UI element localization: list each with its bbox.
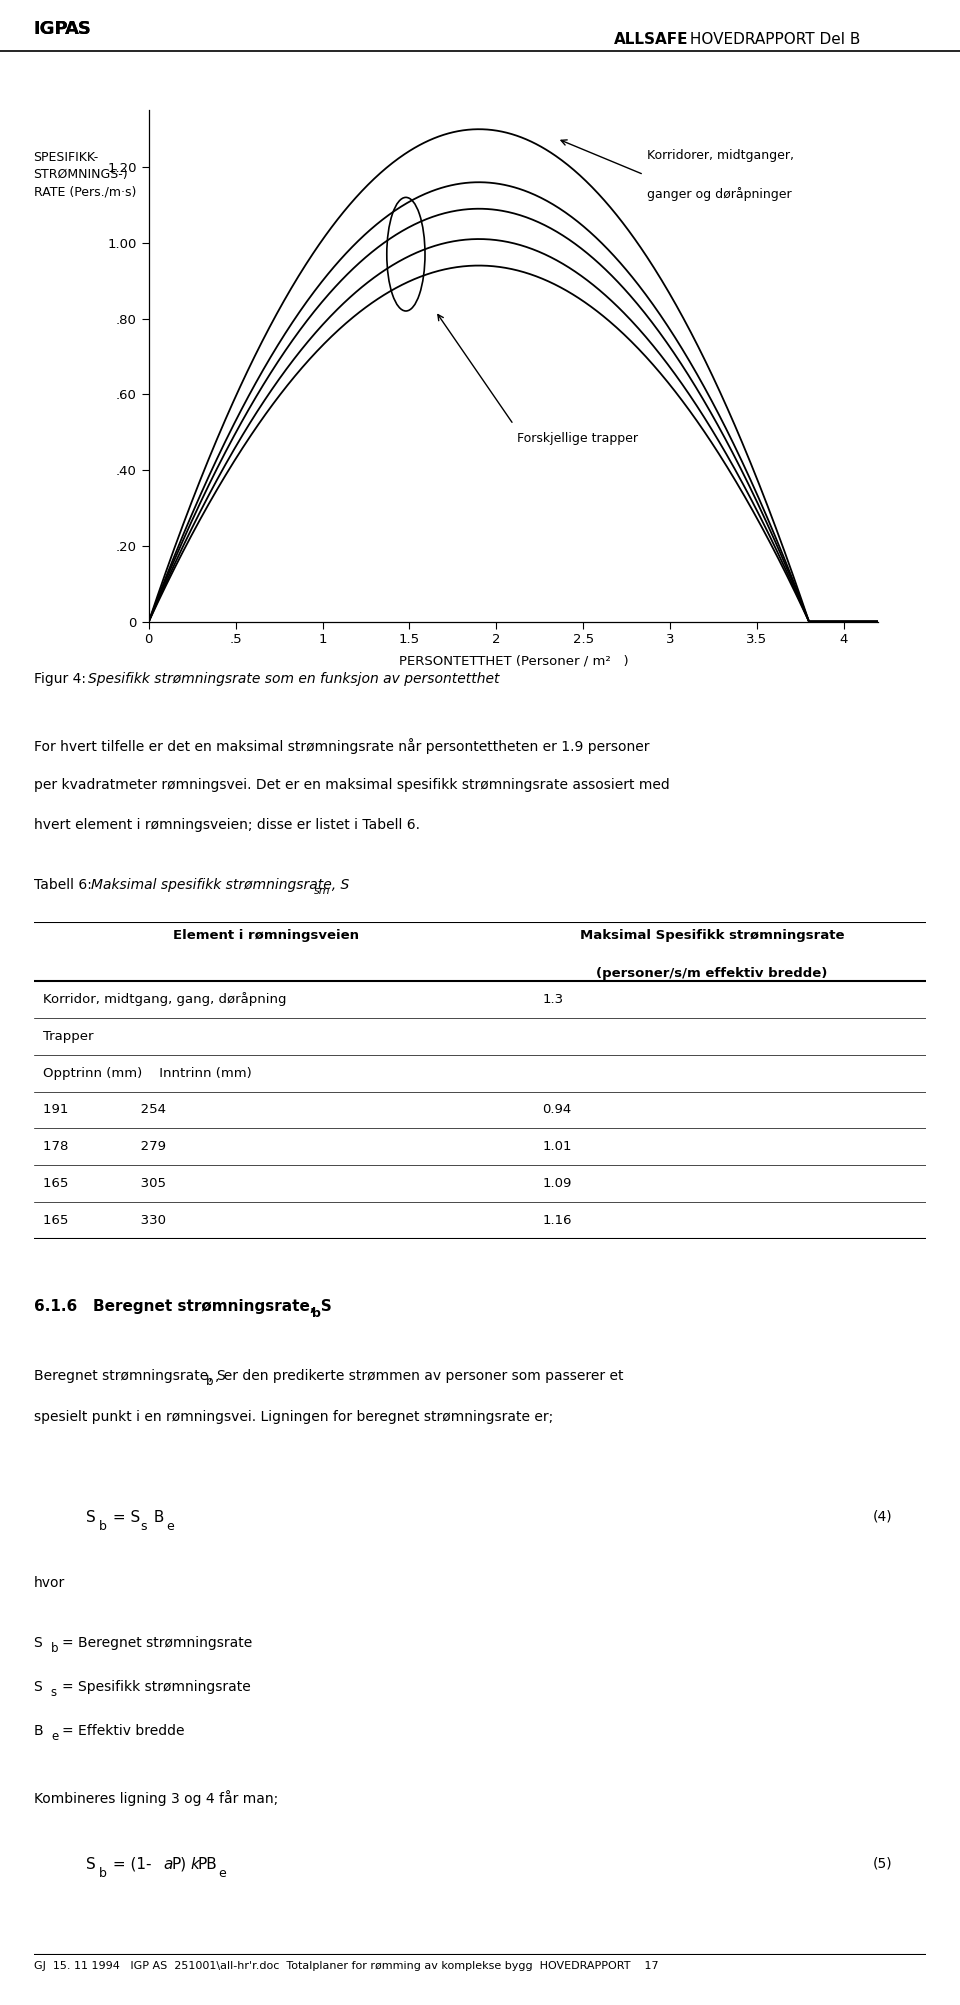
Text: SPESIFIKK-
STRØMNINGS-)
RATE (Pers./m·s): SPESIFIKK- STRØMNINGS-) RATE (Pers./m·s) xyxy=(34,150,136,198)
Text: S: S xyxy=(86,1510,96,1524)
Text: GJ  15. 11 1994   IGP AS  251001\all-hr'r.doc  Totalplaner for rømming av komple: GJ 15. 11 1994 IGP AS 251001\all-hr'r.do… xyxy=(34,1961,659,1971)
Text: S: S xyxy=(86,1857,96,1871)
Text: S: S xyxy=(34,1636,42,1650)
Text: Korridor, midtgang, gang, døråpning: Korridor, midtgang, gang, døråpning xyxy=(42,992,286,1007)
Text: = Beregnet strømningsrate: = Beregnet strømningsrate xyxy=(62,1636,252,1650)
Text: (4): (4) xyxy=(874,1510,893,1524)
Text: , er den predikerte strømmen av personer som passerer et: , er den predikerte strømmen av personer… xyxy=(215,1369,624,1383)
Text: 0.94: 0.94 xyxy=(542,1103,572,1117)
Text: 191                 254: 191 254 xyxy=(42,1103,165,1117)
Text: S: S xyxy=(34,1680,42,1694)
Text: 1.16: 1.16 xyxy=(542,1215,572,1227)
Text: b: b xyxy=(205,1375,213,1387)
Text: b: b xyxy=(99,1520,107,1532)
Text: k: k xyxy=(190,1857,199,1871)
Text: ganger og døråpninger: ganger og døråpninger xyxy=(647,186,792,201)
Text: (5): (5) xyxy=(874,1857,893,1871)
Text: 165                 305: 165 305 xyxy=(42,1177,165,1191)
Text: = Effektiv bredde: = Effektiv bredde xyxy=(62,1724,185,1738)
Text: = S: = S xyxy=(108,1510,141,1524)
Text: e: e xyxy=(218,1867,226,1879)
Text: Element i rømningsveien: Element i rømningsveien xyxy=(173,928,359,942)
Text: Beregnet strømningsrate, S: Beregnet strømningsrate, S xyxy=(93,1299,332,1313)
Text: a: a xyxy=(163,1857,173,1871)
Text: For hvert tilfelle er det en maksimal strømningsrate når persontettheten er 1.9 : For hvert tilfelle er det en maksimal st… xyxy=(34,738,649,754)
Text: B: B xyxy=(149,1510,164,1524)
Text: Maksimal spesifikk strømningsrate, S: Maksimal spesifikk strømningsrate, S xyxy=(91,878,349,892)
Text: Opptrinn (mm)    Inntrinn (mm): Opptrinn (mm) Inntrinn (mm) xyxy=(42,1067,252,1079)
Text: = Spesifikk strømningsrate: = Spesifikk strømningsrate xyxy=(62,1680,252,1694)
Text: Korridorer, midtganger,: Korridorer, midtganger, xyxy=(647,148,794,162)
Text: Kombineres ligning 3 og 4 får man;: Kombineres ligning 3 og 4 får man; xyxy=(34,1790,277,1807)
Text: sm: sm xyxy=(314,886,330,896)
Text: 165                 330: 165 330 xyxy=(42,1215,165,1227)
Text: s: s xyxy=(51,1686,57,1698)
X-axis label: PERSONTETTHET (Personer / m²   ): PERSONTETTHET (Personer / m² ) xyxy=(398,656,629,668)
Text: b: b xyxy=(312,1307,321,1319)
Text: IGP: IGP xyxy=(34,20,68,38)
Text: AS: AS xyxy=(65,20,92,38)
Text: = (1-: = (1- xyxy=(108,1857,156,1871)
Text: spesielt punkt i en rømningsvei. Ligningen for beregnet strømningsrate er;: spesielt punkt i en rømningsvei. Ligning… xyxy=(34,1410,553,1424)
Text: e: e xyxy=(166,1520,174,1532)
Text: 1.3: 1.3 xyxy=(542,992,564,1007)
Text: Beregnet strømningsrate, S: Beregnet strømningsrate, S xyxy=(34,1369,226,1383)
Text: Tabell 6:: Tabell 6: xyxy=(34,878,96,892)
Text: b: b xyxy=(51,1642,59,1654)
Text: e: e xyxy=(51,1730,59,1742)
Text: Forskjellige trapper: Forskjellige trapper xyxy=(517,433,638,445)
Text: Maksimal Spesifikk strømningsrate: Maksimal Spesifikk strømningsrate xyxy=(580,928,845,942)
Text: Trapper: Trapper xyxy=(42,1031,93,1043)
Text: 6.1.6: 6.1.6 xyxy=(34,1299,87,1313)
Text: ALLSAFE: ALLSAFE xyxy=(614,32,689,46)
Text: s: s xyxy=(140,1520,147,1532)
Text: HOVEDRAPPORT Del B: HOVEDRAPPORT Del B xyxy=(685,32,861,46)
Text: per kvadratmeter rømningsvei. Det er en maksimal spesifikk strømningsrate assosi: per kvadratmeter rømningsvei. Det er en … xyxy=(34,778,669,792)
Text: Spesifikk strømningsrate som en funksjon av persontetthet: Spesifikk strømningsrate som en funksjon… xyxy=(88,672,500,686)
Text: hvert element i rømningsveien; disse er listet i Tabell 6.: hvert element i rømningsveien; disse er … xyxy=(34,818,420,832)
Text: Figur 4:: Figur 4: xyxy=(34,672,94,686)
Text: IGP: IGP xyxy=(34,20,68,38)
Text: PB: PB xyxy=(198,1857,218,1871)
Text: P): P) xyxy=(172,1857,187,1871)
Text: b: b xyxy=(99,1867,107,1879)
Text: B: B xyxy=(34,1724,43,1738)
Text: 1.01: 1.01 xyxy=(542,1141,572,1153)
Text: (personer/s/m effektiv bredde): (personer/s/m effektiv bredde) xyxy=(596,966,828,980)
Text: hvor: hvor xyxy=(34,1576,65,1590)
Text: 1.09: 1.09 xyxy=(542,1177,572,1191)
Text: AS: AS xyxy=(65,20,92,38)
Text: 178                 279: 178 279 xyxy=(42,1141,165,1153)
